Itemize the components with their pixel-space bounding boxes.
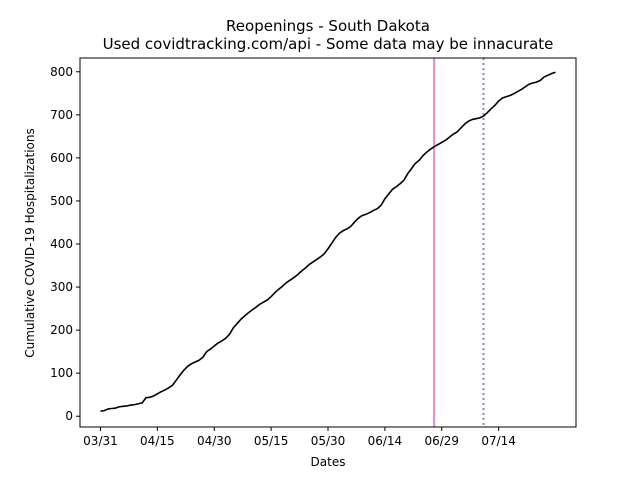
x-tick-label: 03/31 xyxy=(83,434,118,448)
y-tick-label: 400 xyxy=(50,237,73,251)
vertical-markers xyxy=(433,58,485,427)
y-tick-label: 500 xyxy=(50,194,73,208)
plot-area xyxy=(79,57,577,428)
series-layer xyxy=(100,71,556,412)
x-tick-label: 06/29 xyxy=(424,434,459,448)
x-axis: 03/31 04/15 04/30 05/15 05/30 06/14 06/29 07/14 xyxy=(83,427,516,448)
x-tick-label: 04/30 xyxy=(197,434,232,448)
x-tick-label: 06/14 xyxy=(368,434,403,448)
y-tick-label: 0 xyxy=(65,409,73,423)
y-axis: 0 100 200 300 400 500 600 700 800 xyxy=(50,65,80,423)
x-tick-label: 07/14 xyxy=(481,434,516,448)
chart-subtitle: Used covidtracking.com/api - Some data m… xyxy=(103,35,554,53)
series-line xyxy=(100,71,556,412)
y-tick-label: 300 xyxy=(50,280,73,294)
y-tick-label: 600 xyxy=(50,151,73,165)
chart-title: Reopenings - South Dakota xyxy=(226,17,430,35)
y-tick-label: 700 xyxy=(50,108,73,122)
x-tick-label: 05/30 xyxy=(311,434,346,448)
y-axis-label: Cumulative COVID-19 Hospitalizations xyxy=(23,128,37,358)
x-tick-label: 05/15 xyxy=(254,434,289,448)
y-tick-label: 800 xyxy=(50,65,73,79)
x-axis-label: Dates xyxy=(311,455,346,469)
y-tick-label: 100 xyxy=(50,366,73,380)
x-tick-label: 04/15 xyxy=(140,434,175,448)
y-tick-label: 200 xyxy=(50,323,73,337)
